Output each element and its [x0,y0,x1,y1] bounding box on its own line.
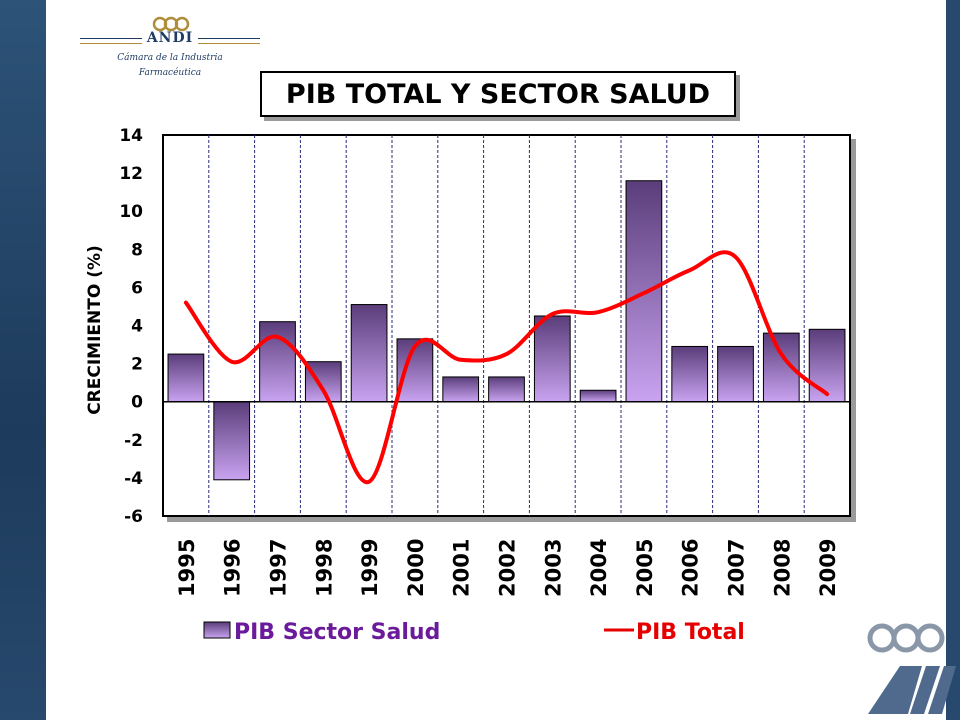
andi-logo: ANDI Cámara de la Industria Farmacéutica [80,16,260,86]
y-tick-label: -6 [124,507,143,527]
x-tick-label: 2003 [541,539,565,597]
x-tick-label: 2005 [633,539,657,597]
x-tick-label: 2004 [587,539,611,597]
bar-1995 [167,353,205,403]
bar-2003 [533,315,571,403]
y-tick-label: 8 [131,240,143,260]
right-border-strip [946,0,960,720]
bar-2006 [671,345,709,403]
x-tick-label: 2007 [725,539,749,597]
logo-rule-right [198,38,260,44]
logo-subtitle-line2: Farmacéutica [138,68,202,78]
x-tick-label: 1999 [358,539,382,597]
y-tick-label: 14 [119,126,143,146]
bar-1997 [259,321,296,403]
bar-2004 [579,389,617,403]
x-tick-label: 2009 [816,539,840,597]
x-tick-label: 2000 [404,539,428,597]
legend: PIB Sector Salud PIB Total [203,620,745,645]
y-tick-label: 0 [131,393,143,413]
legend-label-sector-salud: PIB Sector Salud [234,620,440,645]
x-tick-label: 2006 [679,539,703,597]
logo-circles-icon [152,16,190,32]
x-tick-label: 1995 [175,539,199,597]
x-tick-label: 1997 [267,539,291,597]
x-tick-label: 2001 [450,539,474,597]
y-axis-label: CRECIMIENTO (%) [85,245,105,415]
bar-2009 [808,328,846,403]
logo-rule-left [80,38,142,44]
y-tick-label: 2 [131,355,143,375]
bar-2007 [717,345,754,403]
x-tick-label: 1998 [312,539,336,597]
logo-brand-text: ANDI [146,30,194,46]
y-tick-label: 6 [131,278,143,298]
logo-subtitle-line1: Cámara de la Industria [117,53,223,63]
left-border-strip [0,0,46,720]
chart-title: PIB TOTAL Y SECTOR SALUD [285,78,711,110]
pib-total-line [183,250,830,484]
legend-bar-swatch [203,621,231,639]
andi-watermark-icon [867,623,956,714]
bar-2002 [488,376,525,403]
x-tick-label: 1996 [221,539,245,597]
y-tick-label: 10 [119,202,143,222]
y-tick-label: -4 [124,469,143,489]
y-tick-label: 12 [119,164,143,184]
chart-title-box: PIB TOTAL Y SECTOR SALUD [260,71,736,117]
y-tick-label: -2 [124,431,143,451]
x-tick-label: 2002 [496,539,520,597]
x-tick-label: 2008 [770,539,794,597]
y-tick-label: 4 [131,317,143,337]
bar-2001 [442,376,480,403]
bar-1996 [213,401,251,481]
legend-label-pib-total: PIB Total [636,620,745,645]
bar-1999 [350,304,388,403]
